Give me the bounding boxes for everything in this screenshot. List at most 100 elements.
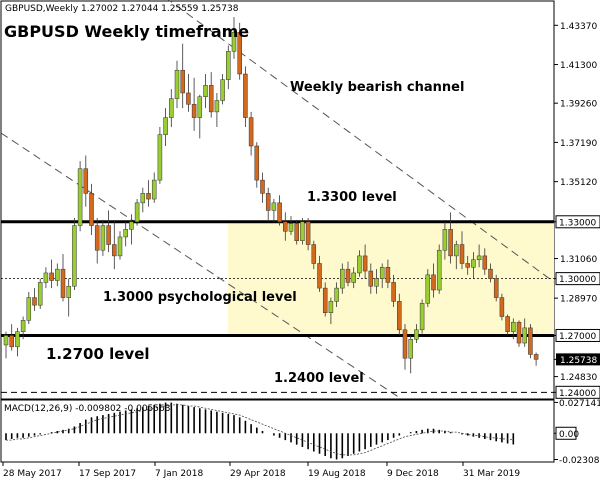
macd-zero-box [555, 426, 577, 440]
candle [505, 314, 510, 336]
candle [436, 244, 442, 294]
macd-tick-label: 0.027141 [559, 399, 600, 409]
candle [248, 111, 254, 156]
candlestick-series [3, 17, 539, 374]
candle [77, 161, 83, 232]
candle [362, 244, 368, 279]
candle [112, 221, 117, 270]
candle [20, 316, 26, 340]
current-price-box [556, 353, 600, 366]
candle [522, 318, 527, 347]
candle [465, 255, 470, 275]
candle [431, 263, 436, 298]
level-1270-annotation: 1.2700 level [46, 345, 150, 363]
candle [488, 263, 493, 283]
symbol-info: GBPUSD,Weekly 1.27002 1.27044 1.25559 1.… [5, 4, 239, 14]
candle [243, 66, 248, 128]
candle [129, 214, 134, 245]
macd-axis: 0.027141 0.00 -0.023081 [554, 399, 600, 466]
candle [499, 293, 505, 321]
candle [89, 183, 94, 236]
time-tick-label: 9 Dec 2018 [387, 469, 439, 479]
level-1240-annotation: 1.2400 level [274, 371, 364, 386]
candle [374, 269, 379, 294]
candle [300, 218, 305, 245]
time-tick-label: 7 Jan 2018 [155, 469, 203, 479]
price-tick-label: 1.24830 [560, 373, 597, 383]
candle [106, 210, 111, 253]
candle [186, 74, 191, 112]
price-tick-label: 1.37190 [560, 139, 597, 149]
price-tick-label: 1.41300 [560, 61, 597, 71]
price-tick-label: 1.25738 [560, 356, 597, 366]
candle [317, 255, 322, 292]
macd-panel [0, 399, 555, 463]
candle [294, 219, 299, 245]
candle [493, 274, 499, 302]
bearish-channel [0, 0, 555, 399]
candle [305, 218, 311, 251]
price-tick-label: 1.27000 [559, 332, 596, 342]
candle [340, 263, 345, 294]
candle [351, 267, 356, 289]
candle [237, 22, 242, 80]
candle [220, 74, 225, 105]
chart-title: GBPUSD Weekly timeframe [4, 22, 249, 41]
channel-annotation: Weekly bearish channel [290, 80, 464, 95]
price-tick-label: 1.39260 [560, 100, 597, 110]
candle [72, 218, 77, 290]
candle [180, 43, 185, 109]
candle [397, 293, 402, 336]
candle [60, 254, 66, 302]
candle [146, 180, 151, 207]
candle [482, 248, 488, 275]
candle [208, 72, 214, 118]
macd-signal-line [6, 404, 514, 456]
price-tick-label: 1.24000 [559, 389, 596, 399]
candle [334, 282, 339, 308]
candle [283, 212, 288, 241]
candle [328, 297, 334, 325]
candle [533, 352, 539, 366]
candle [140, 187, 146, 213]
level-1330-annotation: 1.3300 level [307, 190, 397, 205]
candle [231, 17, 237, 59]
candle [271, 199, 277, 222]
candle [288, 216, 294, 236]
price-tick-label: 1.31060 [560, 255, 597, 265]
time-tick-label: 28 May 2017 [3, 469, 62, 479]
candle [448, 212, 453, 264]
candle [402, 324, 408, 370]
candle [9, 324, 14, 351]
level-price-box [555, 385, 600, 399]
level-price-box [555, 272, 600, 286]
candle [32, 288, 37, 311]
candle [100, 219, 106, 256]
candle [476, 244, 482, 268]
candle [26, 291, 32, 325]
candle [277, 195, 282, 226]
candle [123, 221, 128, 247]
time-axis: 28 May 2017 17 Sep 2017 7 Jan 2018 29 Apr 2… [2, 462, 520, 479]
macd-label: MACD(12,26,9) -0.009802 -0.005563 [4, 404, 170, 414]
price-tick-label: 1.33000 [559, 218, 596, 228]
candle [49, 259, 54, 289]
candle [265, 187, 271, 222]
macd-tick-label: 0.00 [559, 430, 579, 440]
price-tick-label: 1.28970 [560, 295, 597, 305]
candle [471, 252, 476, 279]
candle [203, 74, 208, 109]
candle [419, 299, 425, 334]
price-tick-label: 1.43370 [560, 22, 597, 32]
price-tick-label: 1.30000 [559, 275, 596, 285]
macd-tick-label: -0.023081 [559, 456, 600, 466]
candle [134, 199, 140, 226]
candle [169, 89, 174, 128]
candle [528, 324, 533, 359]
price-axis: 1.43370 1.41300 1.39260 1.37190 1.35120 1.330… [554, 22, 600, 399]
candle [3, 331, 9, 359]
candle [117, 231, 123, 260]
candle [459, 231, 465, 270]
candle [157, 127, 163, 184]
